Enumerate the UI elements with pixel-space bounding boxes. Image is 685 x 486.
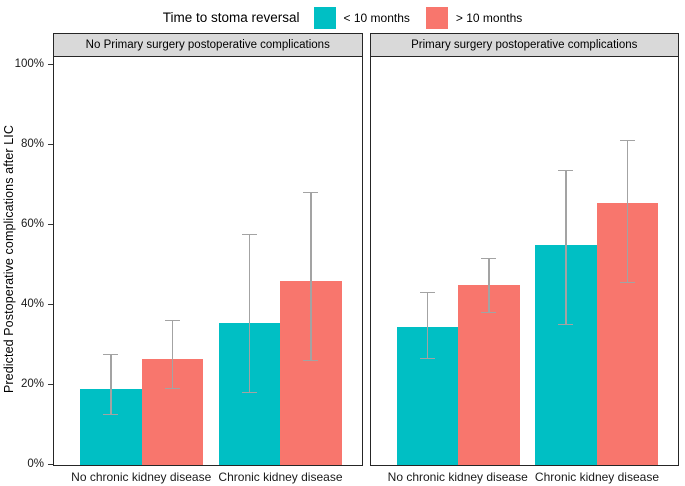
error-bar-cap	[558, 323, 574, 325]
error-bar-cap	[419, 291, 435, 293]
x-tick-label: No chronic kidney disease	[71, 470, 212, 484]
error-bar-cap	[241, 233, 257, 235]
x-axis-labels: No chronic kidney disease Chronic kidney …	[370, 466, 680, 486]
error-bar-cap	[164, 387, 180, 389]
error-bar-cap	[103, 353, 119, 355]
y-tick-label: 80%	[20, 137, 44, 150]
legend-item-label: < 10 months	[343, 10, 410, 25]
plot-area	[369, 57, 679, 466]
error-bar-cap	[164, 319, 180, 321]
error-bar-cap	[481, 257, 497, 259]
error-bar-cap	[619, 281, 635, 283]
x-tick-label: Chronic kidney disease	[218, 470, 343, 484]
y-axis-title: Predicted Postoperative complications af…	[1, 125, 16, 394]
error-bar	[171, 321, 174, 389]
error-bar-cap	[419, 357, 435, 359]
y-tick-mark	[48, 63, 53, 65]
y-tick-label: 60%	[20, 217, 44, 230]
facet-strip-label: No Primary surgery postoperative complic…	[85, 39, 330, 51]
y-tick-label: 100%	[14, 57, 44, 70]
legend-items: < 10 months > 10 months	[313, 6, 523, 29]
error-bar-cap	[619, 139, 635, 141]
facet-panel: Primary surgery postoperative complicati…	[369, 33, 680, 486]
y-tick-label: 40%	[20, 297, 44, 310]
legend: Time to stoma reversal < 10 months > 10 m…	[0, 0, 685, 33]
error-bar-cap	[481, 311, 497, 313]
x-tick-label: No chronic kidney disease	[387, 470, 528, 484]
y-axis-title-column: Predicted Postoperative complications af…	[0, 33, 17, 486]
y-tick-mark	[48, 383, 53, 385]
error-bar-cap	[241, 391, 257, 393]
error-bar	[248, 235, 250, 393]
error-bar	[110, 355, 112, 415]
legend-swatch	[313, 6, 336, 29]
y-tick-mark	[48, 303, 53, 305]
error-bar	[626, 141, 628, 283]
error-bar-cap	[303, 191, 319, 193]
bar	[458, 285, 520, 465]
y-axis: 0% 20% 40% 60% 80% 100%	[14, 57, 53, 469]
error-bar	[426, 293, 429, 359]
legend-item: > 10 months	[425, 6, 523, 29]
facet-strip: Primary surgery postoperative complicati…	[369, 33, 679, 57]
y-tick-mark	[48, 463, 53, 465]
x-tick-label: Chronic kidney disease	[534, 470, 660, 484]
y-tick-label: 0%	[27, 457, 44, 470]
error-bar	[488, 259, 490, 313]
error-bar	[565, 171, 567, 325]
y-tick-label: 20%	[20, 377, 44, 390]
plot-area	[53, 57, 363, 466]
error-bar	[310, 193, 312, 361]
y-tick-mark	[48, 223, 53, 225]
legend-swatch	[425, 6, 448, 29]
facet-panels: No Primary surgery postoperative complic…	[53, 33, 679, 486]
legend-title: Time to stoma reversal	[162, 10, 300, 25]
legend-item: < 10 months	[313, 6, 410, 29]
facet-strip-label: Primary surgery postoperative complicati…	[411, 39, 638, 51]
chart: Predicted Postoperative complications af…	[0, 33, 685, 486]
error-bar-cap	[558, 169, 574, 171]
facet-strip: No Primary surgery postoperative complic…	[53, 33, 363, 57]
legend-item-label: > 10 months	[455, 10, 523, 25]
error-bar-cap	[103, 413, 119, 415]
y-tick-mark	[48, 143, 53, 145]
error-bar-cap	[303, 359, 319, 361]
x-axis-labels: No chronic kidney disease Chronic kidney …	[53, 466, 363, 486]
facet-panel: No Primary surgery postoperative complic…	[53, 33, 363, 486]
